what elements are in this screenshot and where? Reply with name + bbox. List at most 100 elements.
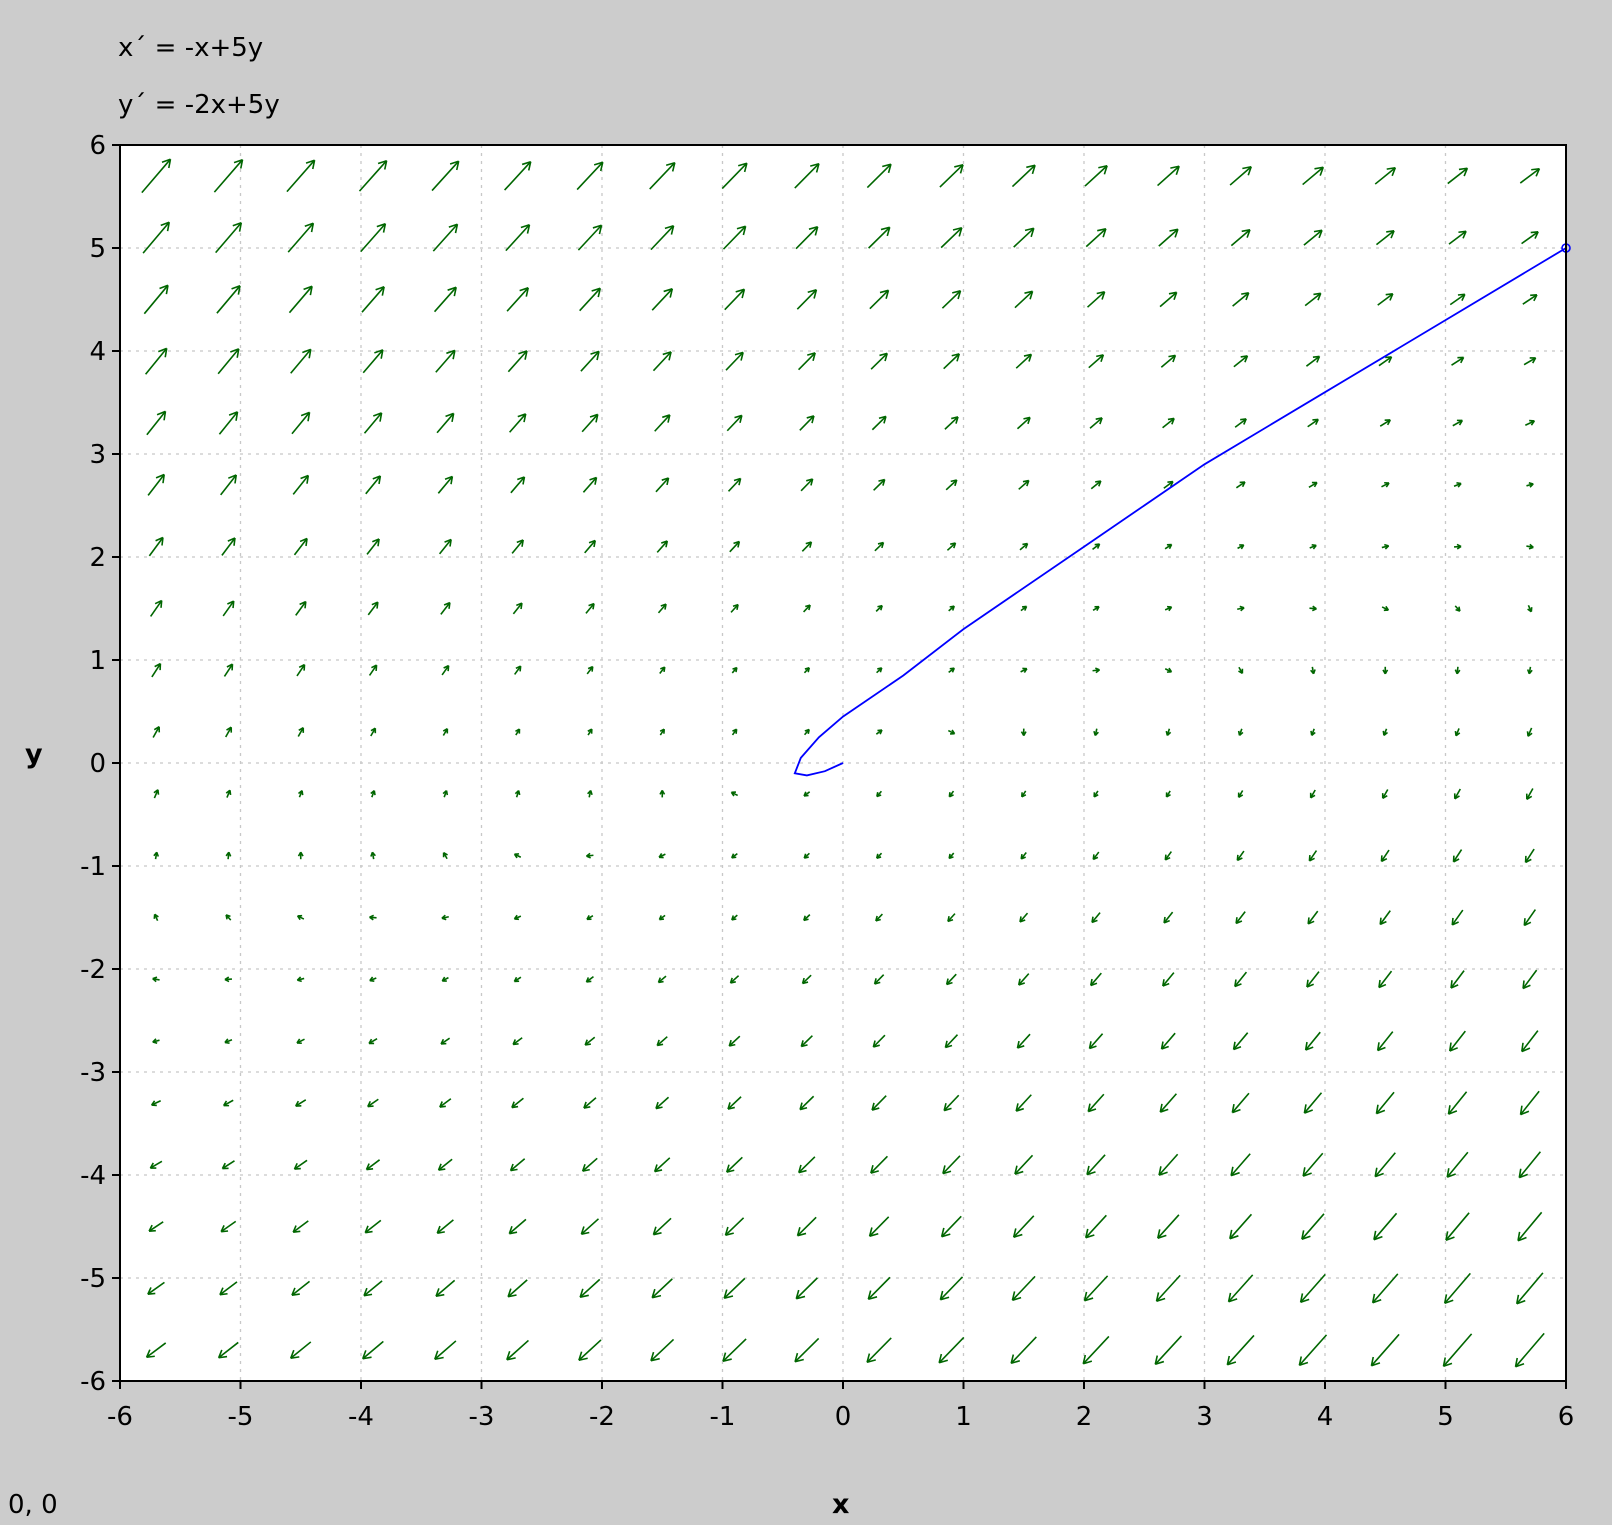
field-arrow <box>1159 1093 1177 1113</box>
field-arrow <box>1015 1094 1032 1112</box>
field-arrow <box>656 540 669 553</box>
field-arrow <box>1379 419 1391 427</box>
y-tick-label: -3 <box>80 1058 106 1088</box>
field-arrow <box>225 789 232 798</box>
field-arrow <box>1381 481 1390 488</box>
field-arrow <box>1087 1093 1105 1113</box>
field-arrow <box>220 1220 237 1233</box>
field-arrow <box>358 159 388 192</box>
field-arrow <box>727 477 742 492</box>
field-arrow <box>579 1278 601 1298</box>
field-arrow <box>585 976 594 983</box>
field-arrow <box>1019 912 1029 923</box>
field-arrow <box>297 851 304 860</box>
field-arrow <box>149 1160 163 1169</box>
field-arrow <box>724 1217 745 1236</box>
field-arrow <box>659 790 666 798</box>
field-arrow <box>795 226 819 250</box>
field-arrow <box>656 1036 668 1047</box>
field-arrow <box>1446 1151 1469 1178</box>
field-arrow <box>361 286 385 313</box>
field-arrow <box>142 221 170 254</box>
field-arrow <box>1160 1032 1176 1050</box>
field-arrow <box>513 853 522 859</box>
field-arrow <box>1237 605 1245 612</box>
field-arrow <box>1082 1335 1110 1365</box>
field-arrow <box>143 284 169 315</box>
field-arrow <box>512 1037 523 1046</box>
field-arrow <box>148 1221 164 1232</box>
x-tick-label: 4 <box>1317 1402 1334 1432</box>
field-arrow <box>223 663 234 677</box>
field-arrow <box>1237 728 1244 737</box>
field-arrow <box>659 728 665 736</box>
field-arrow <box>1160 354 1177 368</box>
field-arrow <box>370 727 377 737</box>
field-arrow <box>368 664 378 676</box>
field-arrow <box>509 413 527 433</box>
axis-ticks: -6 -5 -4 -3 -2 -1 0 1 2 3 4 5 6 -6 -5 -4 -3 -2 -1 0 1 2 3 4 5 6 <box>80 131 1574 1432</box>
field-arrow <box>436 1219 454 1234</box>
field-arrow <box>366 538 380 555</box>
field-arrow <box>152 1038 160 1044</box>
field-arrow <box>225 914 232 921</box>
field-arrow <box>1157 165 1180 187</box>
field-arrow <box>1092 851 1100 861</box>
field-arrow <box>803 852 810 859</box>
grid-lines <box>120 145 1566 1381</box>
field-arrow <box>582 476 598 493</box>
field-arrow <box>1234 971 1248 988</box>
field-arrow <box>295 1099 307 1107</box>
field-arrow <box>1454 666 1461 675</box>
field-arrow <box>873 974 885 985</box>
field-arrow <box>1018 479 1030 490</box>
field-arrow <box>1085 228 1107 248</box>
field-arrow <box>866 163 892 189</box>
field-arrow <box>1373 1212 1398 1241</box>
field-arrow <box>1165 790 1171 798</box>
field-arrow <box>1309 543 1317 550</box>
field-arrow <box>292 474 310 495</box>
field-arrow <box>875 913 883 922</box>
field-arrow <box>1519 1090 1540 1116</box>
y-tick-label: -4 <box>80 1161 106 1191</box>
field-arrow <box>1021 790 1027 798</box>
field-arrow <box>1305 355 1321 367</box>
field-arrow <box>939 1276 964 1301</box>
field-arrow <box>513 665 522 675</box>
field-arrow <box>659 666 666 674</box>
field-arrow <box>797 352 816 371</box>
field-arrow <box>1514 1332 1545 1368</box>
field-arrow <box>652 1217 672 1236</box>
field-arrow <box>1232 292 1250 307</box>
field-arrow <box>1442 1333 1473 1368</box>
field-arrow <box>296 914 305 921</box>
field-arrow <box>948 852 955 860</box>
field-arrow <box>870 1155 889 1174</box>
field-arrow <box>1309 789 1316 799</box>
field-arrow <box>655 1096 670 1110</box>
y-tick-label: 6 <box>89 131 106 161</box>
field-arrow <box>1382 666 1389 675</box>
field-arrow <box>794 1337 820 1363</box>
field-arrow <box>1154 1335 1183 1366</box>
field-arrow <box>287 222 315 253</box>
field-arrow <box>657 603 667 614</box>
field-arrow <box>1381 605 1390 612</box>
field-arrow <box>1523 357 1537 366</box>
field-arrow <box>217 348 240 375</box>
field-arrow <box>218 411 239 435</box>
field-arrow <box>584 539 597 554</box>
field-arrow <box>1381 543 1390 550</box>
field-arrow <box>871 415 887 431</box>
field-arrow <box>943 353 961 370</box>
field-arrow <box>1020 667 1028 673</box>
field-arrow <box>1523 909 1537 927</box>
field-arrow <box>1382 728 1389 736</box>
field-arrow <box>1155 1274 1181 1302</box>
field-arrow <box>1450 970 1465 989</box>
field-arrow <box>224 726 233 738</box>
field-arrow <box>1375 1091 1395 1115</box>
y-tick-label: 0 <box>89 749 106 779</box>
field-arrow <box>723 1277 746 1299</box>
